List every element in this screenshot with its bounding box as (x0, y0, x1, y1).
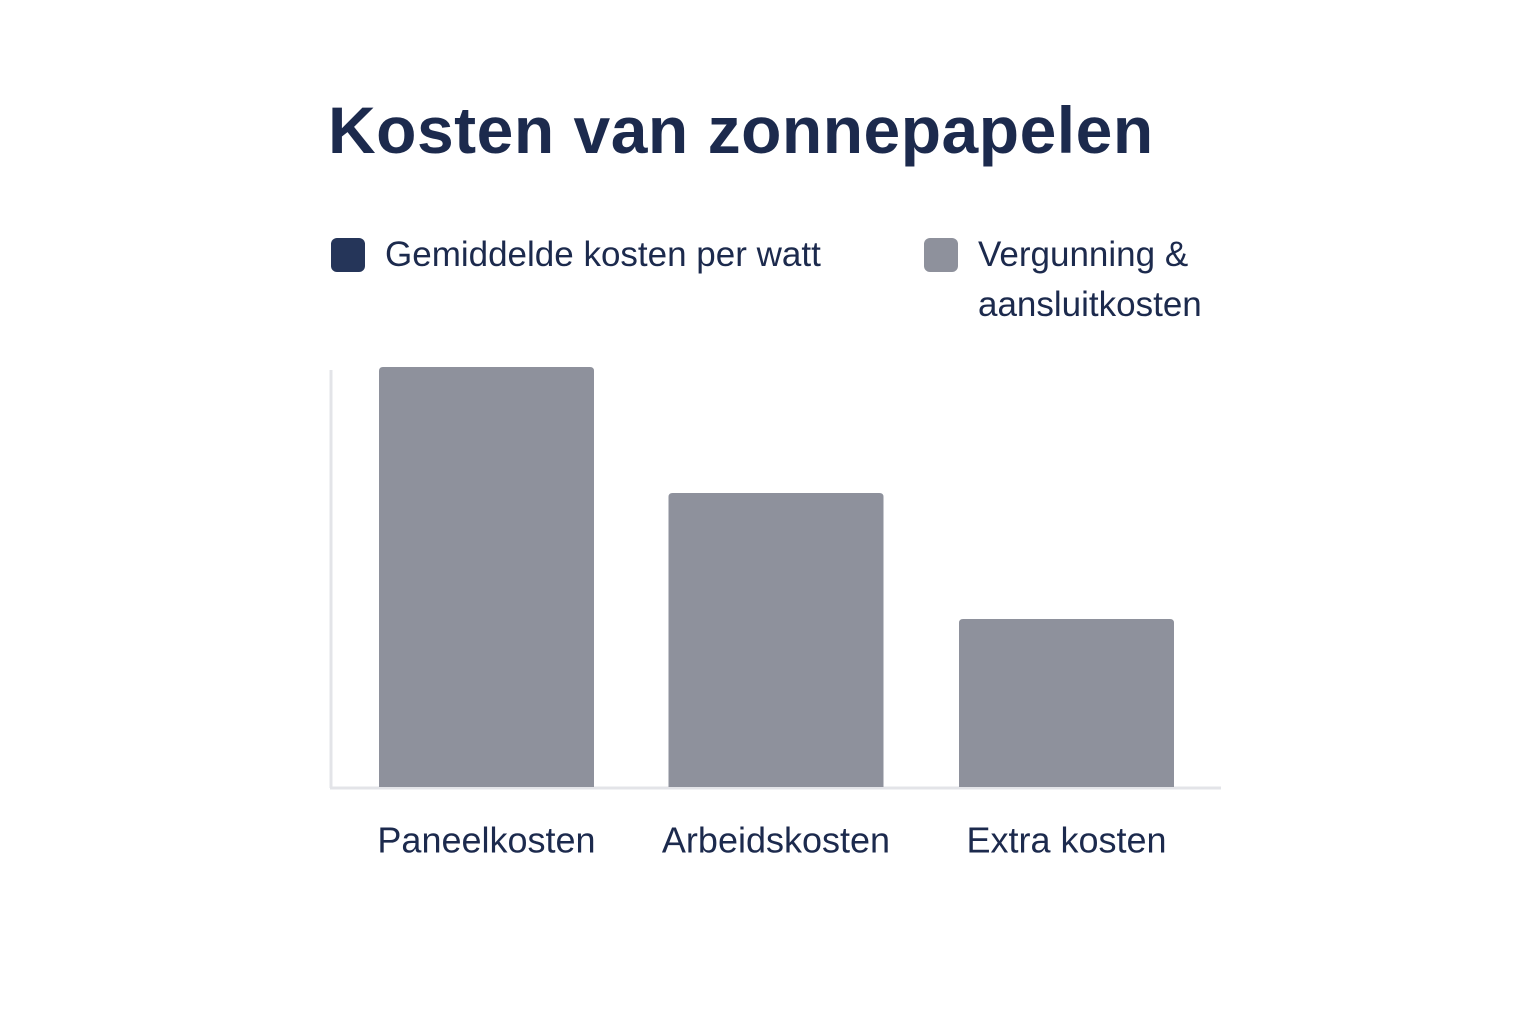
x-tick-label: Extra kosten (966, 820, 1166, 861)
bar (379, 367, 594, 787)
bar (959, 619, 1174, 787)
x-tick-label: Paneelkosten (377, 820, 595, 861)
chart-title: Kosten van zonnepapelen (328, 93, 1154, 167)
legend-label: Vergunning & aansluitkosten (978, 235, 1202, 324)
bar (668, 493, 884, 787)
legend-item: Gemiddelde kosten per watt (331, 235, 945, 280)
legend-swatch (924, 238, 958, 272)
legend-item: Vergunning & aansluitkosten (924, 235, 1248, 330)
x-tick-label: Arbeidskosten (662, 820, 890, 861)
legend-label: Gemiddelde kosten per watt (385, 235, 821, 274)
legend-swatch (331, 238, 365, 272)
